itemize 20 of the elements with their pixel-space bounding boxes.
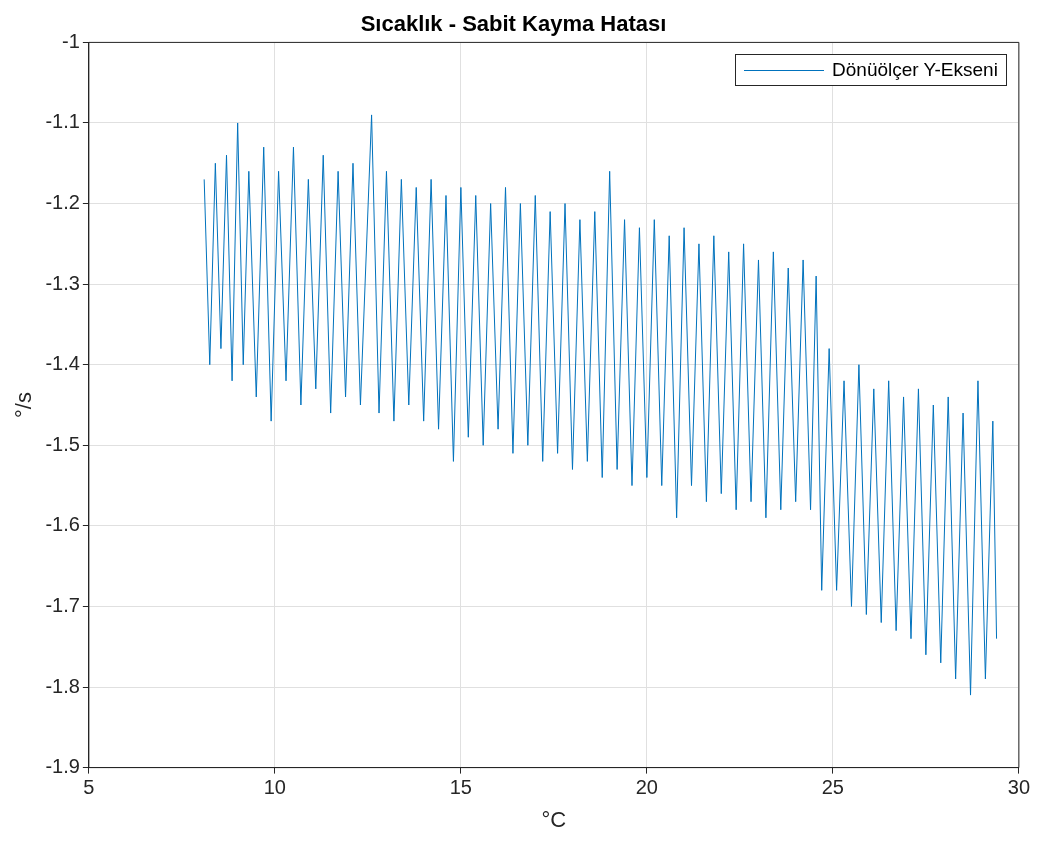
y-tick-label: -1.3: [45, 271, 80, 294]
x-tick-label: 30: [1007, 776, 1030, 799]
y-tick-label: -1.8: [45, 674, 80, 697]
x-tick-label: 25: [821, 776, 844, 799]
y-tick-label: -1: [62, 29, 80, 52]
y-tick-label: -1.4: [45, 352, 80, 375]
x-axis-title: °C: [541, 806, 567, 832]
chart-title: Sıcaklık - Sabit Kayma Hatası: [360, 11, 667, 37]
legend-label: Dönüölçer Y-Ekseni: [832, 59, 998, 82]
y-tick-label: -1.5: [45, 432, 80, 455]
y-tick-label: -1.6: [45, 513, 80, 536]
x-tick-label: 10: [263, 776, 286, 799]
y-tick-label: -1.9: [45, 755, 80, 778]
x-tick-label: 20: [635, 776, 658, 799]
y-tick-label: -1.2: [45, 191, 80, 214]
y-tick-label: -1.7: [45, 593, 80, 616]
x-tick-label: 15: [449, 776, 472, 799]
x-tick-label: 5: [83, 776, 95, 799]
y-tick-label: -1.1: [45, 110, 80, 133]
y-axis-title: °/s: [11, 392, 37, 418]
